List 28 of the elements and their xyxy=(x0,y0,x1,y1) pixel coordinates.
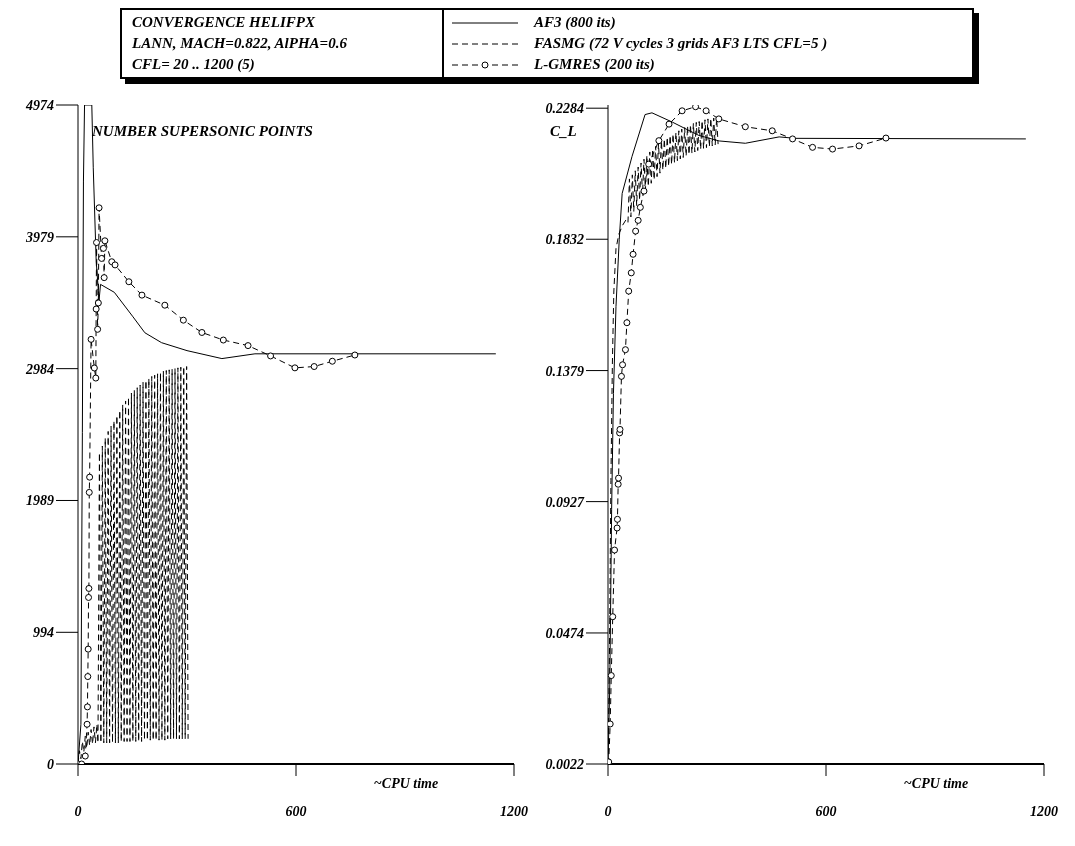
legend-label: L-GMRES (200 its) xyxy=(534,55,655,74)
y-tick-label: 1989 xyxy=(26,493,54,509)
x-tick-label: 600 xyxy=(815,803,837,819)
y-tick-label: 0.0474 xyxy=(545,625,584,641)
y-tick-label: 994 xyxy=(33,625,54,641)
y-tick-label: 0.0927 xyxy=(545,494,585,510)
x-tick-label: 1200 xyxy=(1030,803,1058,819)
legend-label: AF3 (800 its) xyxy=(534,13,616,32)
text: CFL= 20 .. 1200 (5) xyxy=(132,55,256,74)
chart-subtitle: LANN, MACH=0.822, AlPHA=0.6 xyxy=(132,34,348,53)
y-tick-label: 0.2284 xyxy=(545,101,584,117)
chart-title: CONVERGENCE HELIFPX xyxy=(132,13,316,32)
y-tick-label: 0.1832 xyxy=(545,232,584,248)
legend-label: FASMG (72 V cycles 3 grids AF3 LTS CFL=5 ) xyxy=(534,34,828,53)
y-tick-label: 0 xyxy=(47,756,54,772)
x-tick-label: 0 xyxy=(604,803,612,819)
y-tick-label: 4974 xyxy=(25,97,54,113)
x-tick-label: 0 xyxy=(74,803,82,819)
y-tick-label: 0.0022 xyxy=(545,756,584,772)
y-axis-title: C_L xyxy=(550,123,577,140)
y-tick-label: 0.1379 xyxy=(545,363,584,379)
y-tick-label: 2984 xyxy=(25,361,54,377)
y-tick-label: 3979 xyxy=(25,229,54,245)
x-tick-label: 1200 xyxy=(500,803,528,819)
x-axis-title: ~CPU time xyxy=(903,775,969,791)
y-axis-title: NUMBER SUPERSONIC POINTS xyxy=(92,123,313,140)
x-tick-label: 600 xyxy=(285,803,307,819)
x-axis-title: ~CPU time xyxy=(373,775,439,791)
